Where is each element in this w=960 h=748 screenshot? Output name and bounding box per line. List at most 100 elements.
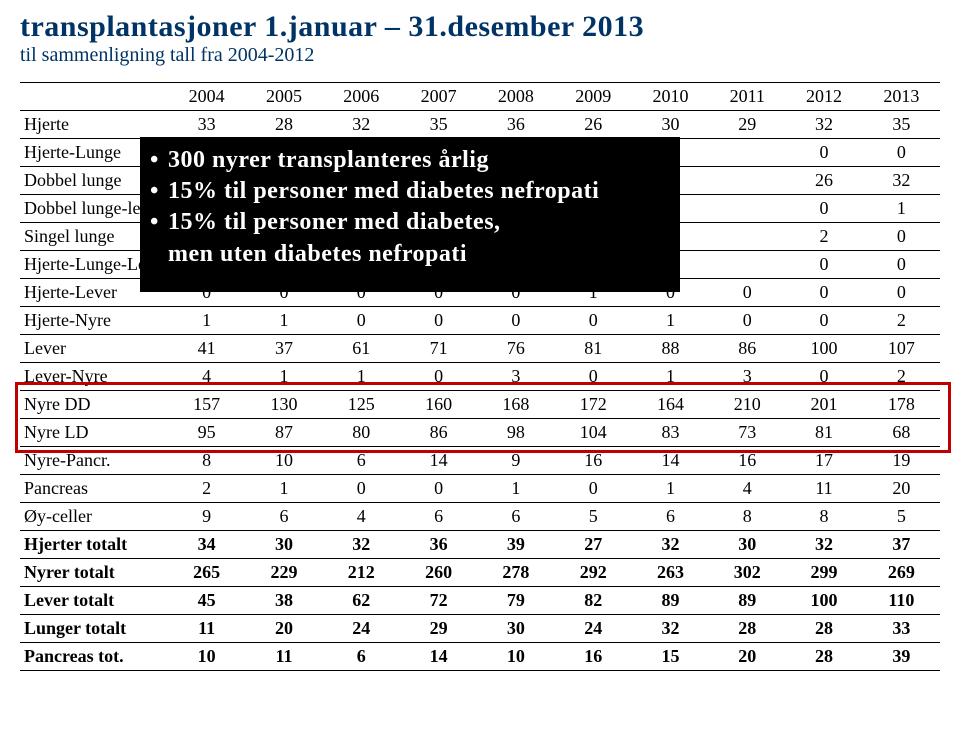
cell: 34 [168,531,245,559]
cell: 86 [709,335,785,363]
cell: 32 [323,111,400,139]
cell: 8 [785,503,862,531]
cell: 83 [632,419,709,447]
cell: 86 [400,419,477,447]
year-col: 2012 [785,83,862,111]
cell: 5 [863,503,940,531]
cell: 212 [323,559,400,587]
cell: 11 [785,475,862,503]
cell: 278 [477,559,554,587]
table-row: Øy-celler9646656885 [20,503,940,531]
cell: 1 [863,195,940,223]
cell: 39 [863,643,940,671]
cell: 82 [555,587,632,615]
cell: 1 [168,307,245,335]
cell: 0 [863,223,940,251]
cell: 11 [168,615,245,643]
page-subtitle: til sammenligning tall fra 2004-2012 [20,44,940,67]
cell: 81 [555,335,632,363]
cell: 265 [168,559,245,587]
cell: 107 [863,335,940,363]
row-label: Nyre DD [20,391,168,419]
cell: 1 [632,307,709,335]
cell: 2 [863,363,940,391]
cell: 1 [245,475,322,503]
cell: 29 [709,111,785,139]
table-row: Pancreas210010141120 [20,475,940,503]
cell: 28 [245,111,322,139]
cell: 0 [555,307,632,335]
cell: 210 [709,391,785,419]
cell: 6 [477,503,554,531]
cell: 15 [632,643,709,671]
row-label: Lever-Nyre [20,363,168,391]
year-col: 2004 [168,83,245,111]
table-row: Nyre DD157130125160168172164210201178 [20,391,940,419]
cell: 0 [400,363,477,391]
year-col: 2013 [863,83,940,111]
cell: 10 [168,643,245,671]
cell [709,195,785,223]
cell: 1 [323,363,400,391]
cell: 27 [555,531,632,559]
table-row: Lever4137617176818886100107 [20,335,940,363]
cell: 33 [168,111,245,139]
cell: 14 [400,643,477,671]
table-row: Nyre-Pancr.81061491614161719 [20,447,940,475]
table-row-total: Pancreas tot.1011614101615202839 [20,643,940,671]
cell: 29 [400,615,477,643]
cell: 14 [400,447,477,475]
cell: 6 [632,503,709,531]
cell: 28 [709,615,785,643]
cell: 32 [785,531,862,559]
cell: 0 [555,363,632,391]
overlay-line: •300 nyrer transplanteres årlig [150,145,665,176]
cell: 168 [477,391,554,419]
cell: 4 [709,475,785,503]
table-row-total: Hjerter totalt34303236392732303237 [20,531,940,559]
year-col: 2005 [245,83,322,111]
overlay-callout: •300 nyrer transplanteres årlig •15% til… [140,137,680,292]
cell: 0 [785,307,862,335]
table-row-total: Lever totalt4538627279828989100110 [20,587,940,615]
year-col: 2006 [323,83,400,111]
cell: 0 [785,279,862,307]
cell: 30 [632,111,709,139]
cell: 32 [863,167,940,195]
cell: 37 [245,335,322,363]
cell: 10 [245,447,322,475]
cell: 26 [555,111,632,139]
year-col: 2007 [400,83,477,111]
cell: 45 [168,587,245,615]
cell: 1 [245,363,322,391]
cell: 0 [400,307,477,335]
cell: 1 [245,307,322,335]
row-label: Pancreas tot. [20,643,168,671]
cell: 4 [168,363,245,391]
cell: 14 [632,447,709,475]
row-label: Lunger totalt [20,615,168,643]
overlay-line: •15% til personer med diabetes nefropati [150,176,665,207]
cell: 9 [168,503,245,531]
page-title: transplantasjoner 1.januar – 31.desember… [20,10,940,44]
cell: 164 [632,391,709,419]
cell: 38 [245,587,322,615]
overlay-line: men uten diabetes nefropati [150,239,665,270]
table-row-total: Nyrer totalt2652292122602782922633022992… [20,559,940,587]
cell: 178 [863,391,940,419]
cell: 28 [785,643,862,671]
cell: 81 [785,419,862,447]
table-header-row: 2004 2005 2006 2007 2008 2009 2010 2011 … [20,83,940,111]
cell: 0 [785,251,862,279]
cell: 39 [477,531,554,559]
cell [709,167,785,195]
cell: 76 [477,335,554,363]
cell [709,223,785,251]
cell: 16 [555,447,632,475]
row-label: Nyre-Pancr. [20,447,168,475]
cell: 0 [863,279,940,307]
cell: 10 [477,643,554,671]
cell: 32 [785,111,862,139]
cell: 260 [400,559,477,587]
cell: 269 [863,559,940,587]
